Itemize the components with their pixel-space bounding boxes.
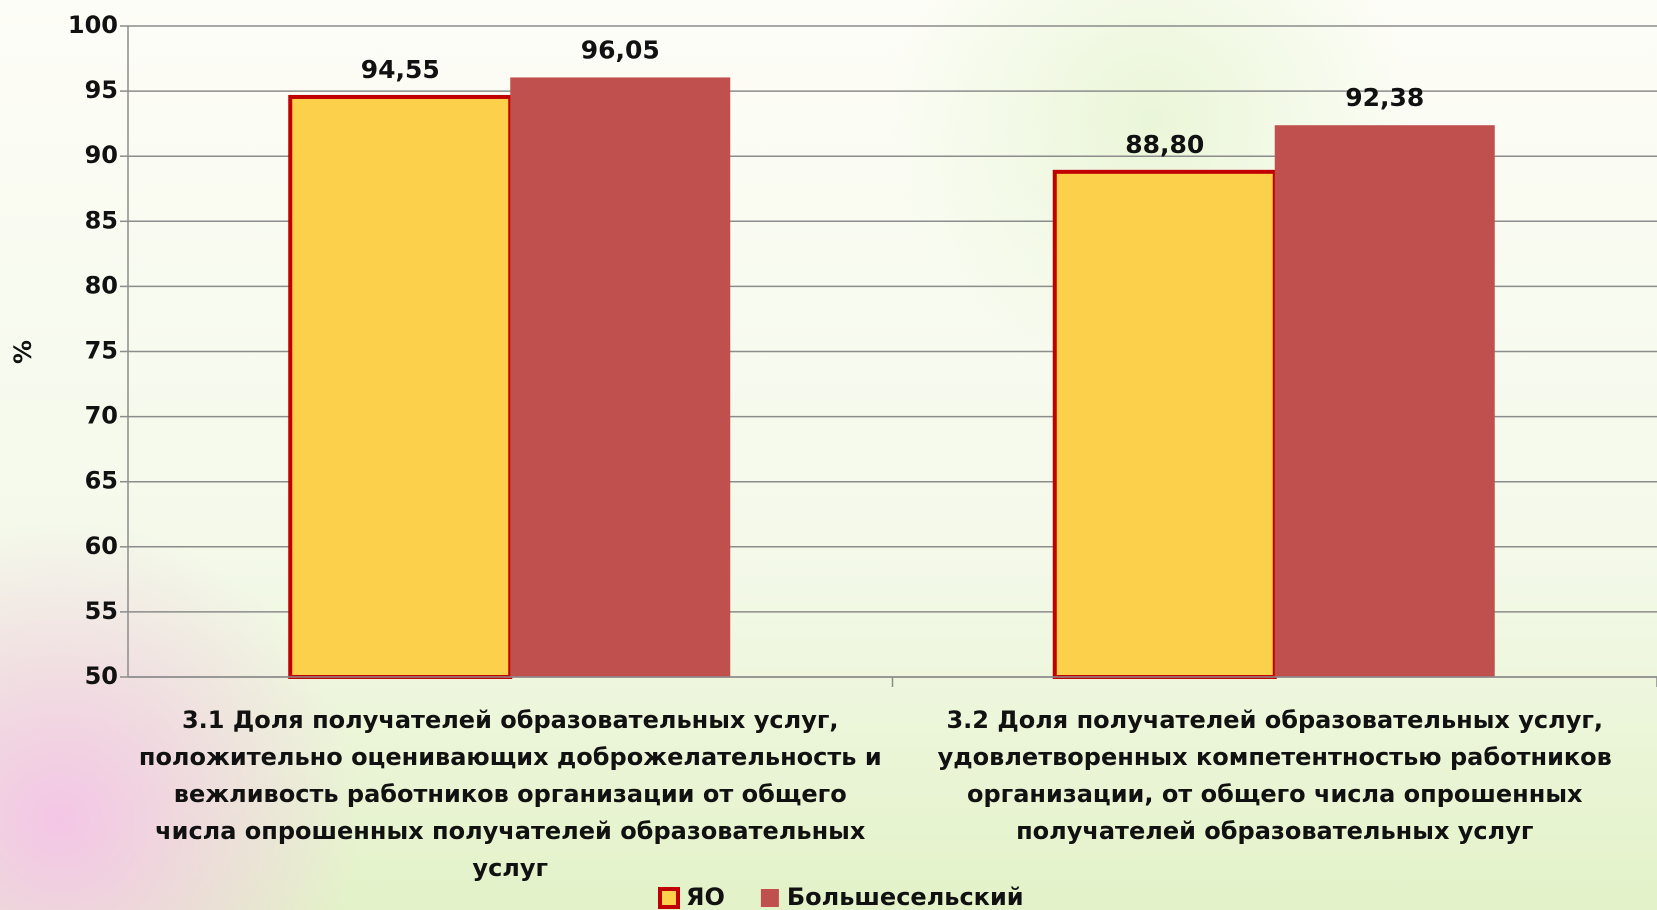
y-tick-label: 90 — [85, 141, 118, 169]
y-tick-label: 60 — [85, 532, 118, 560]
legend-label: ЯО — [686, 883, 725, 910]
bar — [510, 77, 731, 677]
y-tick-label: 80 — [85, 271, 118, 299]
legend-label: Большесельский — [787, 883, 1024, 910]
value-label: 88,80 — [1125, 130, 1204, 159]
y-tick-label: 75 — [85, 337, 118, 365]
legend-marker — [658, 887, 680, 909]
bar — [288, 94, 513, 680]
y-tick-label: 100 — [68, 11, 118, 39]
y-tick-label: 70 — [85, 402, 118, 430]
bar — [1274, 125, 1495, 677]
y-tick-label: 50 — [85, 662, 118, 690]
y-tick-label: 55 — [85, 597, 118, 625]
legend-marker — [760, 889, 779, 907]
y-tick-label: 95 — [85, 76, 118, 104]
value-label: 92,38 — [1345, 83, 1424, 112]
y-tick-label: 65 — [85, 467, 118, 495]
y-axis-label: % — [9, 340, 37, 364]
value-label: 96,05 — [581, 35, 660, 64]
x-tick-label: 3.2 Доля получателей образовательных усл… — [937, 706, 1612, 845]
value-label: 94,55 — [361, 55, 440, 84]
y-tick-label: 85 — [85, 206, 118, 234]
x-tick-label: 3.1 Доля получателей образовательных усл… — [138, 706, 882, 882]
bar — [1052, 169, 1277, 679]
